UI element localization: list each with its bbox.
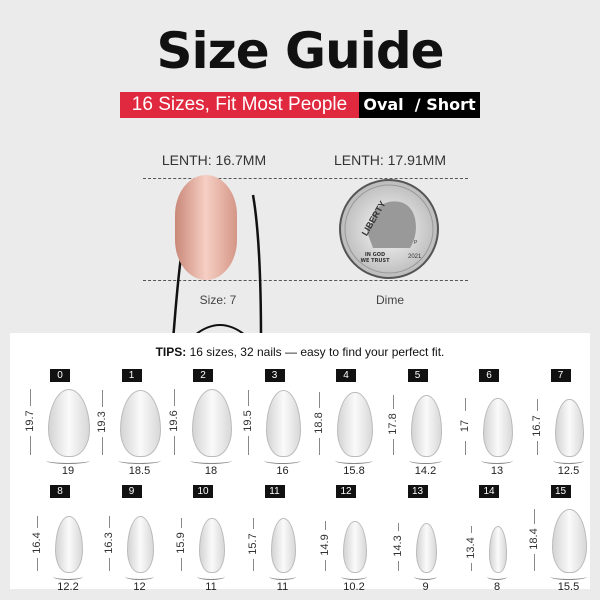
nail-tip — [270, 518, 297, 573]
width-label: 19 — [61, 465, 75, 477]
dime-coin-icon: LIBERTY 2021 P — [339, 179, 439, 279]
width-label: 8 — [493, 581, 501, 593]
coin-motto-text: IN GOD WE TRUST — [360, 252, 390, 264]
size-label: 4 — [336, 369, 356, 382]
width-arc — [197, 573, 225, 580]
tips-text: TIPS: 16 sizes, 32 nails — easy to find … — [0, 345, 600, 359]
size-label: 5 — [407, 369, 428, 382]
size-label: 1 — [121, 369, 142, 382]
coin-length-label: LENTH: 17.91MM — [333, 152, 447, 168]
size-label: 7 — [550, 369, 571, 382]
length-label: 13.4 — [464, 532, 477, 563]
width-label: 13 — [490, 465, 504, 477]
nail-tip — [337, 392, 373, 457]
width-arc — [118, 457, 161, 464]
pink-nail — [175, 175, 237, 280]
width-arc — [486, 573, 508, 580]
size-label: 3 — [264, 369, 285, 382]
bottom-guide-line — [143, 280, 468, 281]
nail-tip — [265, 389, 302, 457]
length-label: 19.7 — [24, 406, 37, 436]
nail-tip — [552, 509, 587, 573]
length-label: 19.6 — [168, 406, 181, 437]
nail-tip — [410, 395, 443, 457]
top-guide-line — [143, 178, 468, 179]
width-arc — [53, 573, 83, 580]
coin-year-text: 2021 — [408, 254, 422, 260]
length-label: 15.7 — [246, 528, 259, 559]
width-label: 15.5 — [557, 581, 580, 593]
width-arc — [414, 573, 437, 580]
coin-caption: Dime — [375, 293, 404, 307]
nail-tip — [55, 516, 83, 573]
size-label: 14 — [479, 485, 499, 498]
width-arc — [190, 457, 232, 464]
subtitle-banner: 16 Sizes, Fit Most People — [120, 92, 359, 118]
size-label: 15 — [550, 485, 571, 498]
nail-tip — [48, 389, 90, 457]
nail-tip — [416, 523, 437, 573]
width-label: 15.8 — [343, 465, 365, 477]
nail-tip — [192, 389, 232, 457]
width-arc — [335, 457, 373, 464]
width-arc — [46, 457, 90, 464]
width-label: 18 — [204, 465, 218, 477]
size-label: 8 — [50, 485, 70, 498]
width-label: 9 — [422, 581, 429, 593]
size-label: 13 — [407, 485, 428, 498]
width-arc — [263, 457, 302, 464]
nail-tip — [199, 517, 225, 573]
length-label: 14.3 — [392, 531, 405, 562]
length-label: 19.3 — [96, 406, 109, 437]
width-label: 14.2 — [414, 465, 437, 477]
length-label: 14.9 — [319, 530, 332, 561]
size-label: 2 — [193, 369, 213, 382]
width-arc — [124, 573, 155, 580]
width-label: 12.2 — [57, 581, 79, 593]
width-label: 18.5 — [128, 465, 151, 477]
length-label: 17 — [459, 410, 472, 441]
finger-illustration — [171, 175, 263, 340]
shape-banner: Oval / Short — [359, 92, 480, 118]
tips-body: 16 sizes, 32 nails — easy to find your p… — [186, 345, 445, 359]
nail-length-label: LENTH: 16.7MM — [161, 152, 267, 168]
size-label: 0 — [50, 369, 70, 382]
width-label: 11 — [276, 581, 289, 593]
length-label: 18.8 — [313, 407, 326, 438]
length-label: 16.7 — [531, 411, 544, 442]
width-arc — [550, 573, 587, 580]
size-label: 6 — [479, 369, 499, 382]
length-label: 16.4 — [31, 527, 44, 558]
length-label: 19.5 — [241, 406, 254, 437]
size-label: 12 — [336, 485, 356, 498]
size-label: 10 — [193, 485, 213, 498]
width-arc — [268, 573, 297, 580]
tips-label: TIPS: — [155, 345, 187, 359]
width-arc — [341, 573, 367, 580]
width-arc — [553, 457, 584, 464]
nail-tip — [126, 516, 155, 573]
nail-tip — [555, 399, 584, 457]
coin-mint-mark: P — [414, 240, 418, 246]
length-label: 18.4 — [528, 524, 541, 555]
page-title: Size Guide — [156, 22, 444, 80]
width-arc — [408, 457, 443, 464]
nail-tip — [343, 521, 367, 573]
nail-caption: Size: 7 — [199, 293, 237, 307]
width-label: 12 — [133, 581, 146, 593]
width-label: 10.2 — [343, 581, 365, 593]
size-label: 11 — [264, 485, 285, 498]
size-label: 9 — [121, 485, 142, 498]
width-arc — [481, 457, 513, 464]
length-label: 15.9 — [175, 528, 188, 559]
length-label: 16.3 — [102, 527, 115, 558]
width-label: 11 — [205, 581, 217, 593]
nail-tip — [120, 390, 161, 457]
nail-tip — [483, 398, 513, 457]
width-label: 12.5 — [557, 465, 580, 477]
length-label: 17.8 — [386, 409, 399, 440]
width-label: 16 — [276, 465, 289, 477]
